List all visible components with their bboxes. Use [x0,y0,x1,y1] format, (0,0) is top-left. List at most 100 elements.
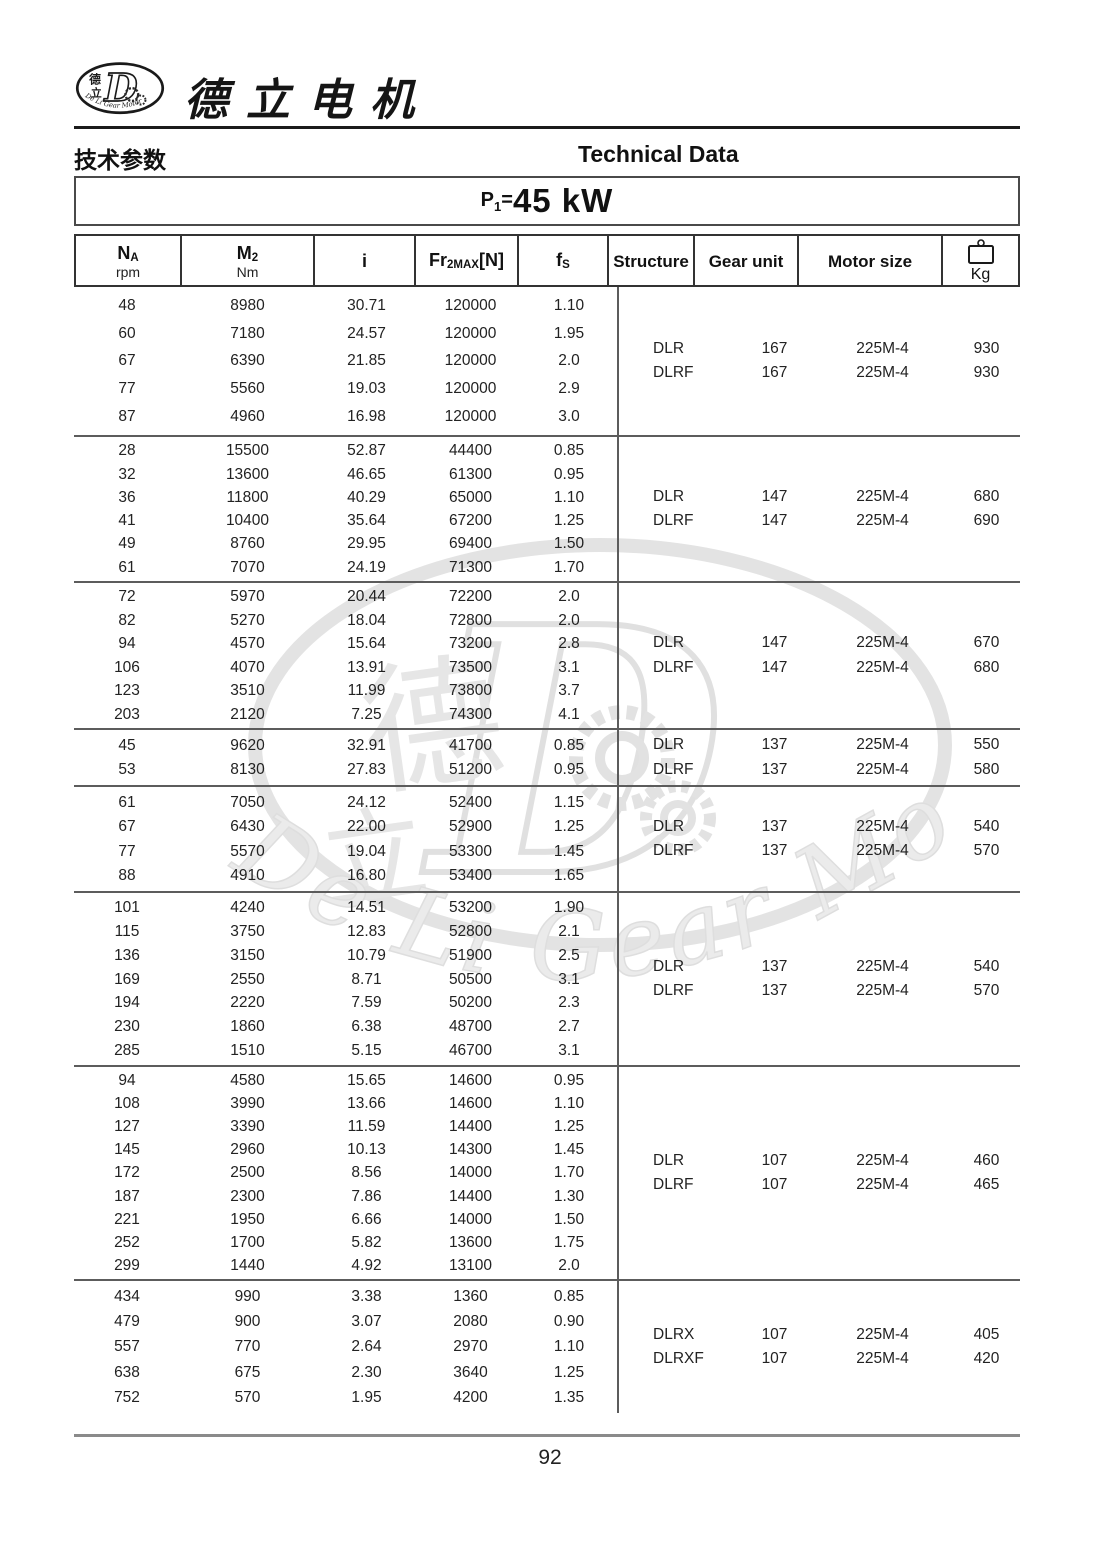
table-row: 252 1700 5.82 13600 1.75 [74,1233,617,1252]
table-cell: 7180 [230,324,265,342]
table-cell: 2970 [453,1338,488,1356]
table-row: 101 4240 14.51 53200 1.90 [74,898,617,917]
table-cell: 2300 [230,1187,265,1205]
table-group: 28 15500 52.87 44400 0.85 32 13600 46.65 61300 0.… [74,437,1020,583]
table-row: 752 570 1.95 4200 1.35 [74,1388,617,1407]
motor-size-cell: 225M-4 [856,817,909,835]
table-row: 479 900 3.07 2080 0.90 [74,1312,617,1331]
table-cell: 5.82 [351,1233,382,1251]
motor-size-cell: 225M-4 [856,512,909,529]
table-cell: 479 [114,1313,140,1331]
table-row: 145 2960 10.13 14300 1.45 [74,1140,617,1159]
table-cell: 1860 [230,1018,265,1036]
table-cell: 40.29 [347,488,386,506]
table-cell: 2.7 [558,1018,580,1036]
table-cell: 106 [114,658,140,676]
section-title-en: Technical Data [578,141,739,167]
table-cell: 675 [234,1363,261,1381]
table-cell: 3.38 [351,1288,382,1306]
kg-cell: 465 [973,1176,1000,1193]
logo-ellipse-icon [75,62,165,115]
table-cell: 7.25 [351,705,382,723]
power-prefix: P1= [480,188,513,214]
table-cell: 5270 [230,611,265,629]
table-cell: 14000 [448,1164,493,1182]
table-cell: 120000 [444,352,497,370]
table-cell: 2.0 [558,1256,580,1274]
header-cell-m2: M2 Nm [182,236,315,285]
table-row: 187 2300 7.86 14400 1.30 [74,1187,617,1206]
table-cell: 2.8 [558,635,580,653]
structure-cell: DLRF [653,842,694,859]
table-cell: 14300 [448,1141,493,1159]
table-cell: 1950 [230,1210,265,1228]
logo-cn-bottom: 立 [91,85,102,99]
table-cell: 19.03 [347,380,386,398]
gear-unit-cell: 147 [761,658,788,676]
logo-letter-d: D [104,66,138,111]
table-row: 32 13600 46.65 61300 0.95 [74,465,617,484]
table-cell: 2.5 [558,946,580,964]
structure-cell: DLRF [653,658,694,676]
table-cell: 4240 [230,898,265,916]
header-cell-fr2max: Fr2MAX[N] [416,236,519,285]
table-cell: 2220 [230,994,265,1012]
table-row: 82 5270 18.04 72800 2.0 [74,611,617,630]
table-cell: 2.0 [558,352,580,370]
table-cell: 2.0 [558,611,580,629]
table-cell: 14000 [448,1210,493,1228]
table-cell: 48 [118,296,136,314]
table-cell: 3390 [230,1118,265,1136]
structure-row: DLRF 137 225M-4 570 [619,979,1018,1003]
gear-unit-cell: 107 [761,1176,788,1193]
table-cell: 16.80 [347,867,386,885]
motor-size-cell: 225M-4 [856,339,909,357]
table-cell: 12.83 [347,922,386,940]
table-cell: 434 [114,1288,140,1306]
table-cell: 49 [118,535,136,553]
table-cell: 3640 [453,1363,488,1381]
motor-size-cell: 225M-4 [856,1176,909,1193]
table-cell: 0.85 [553,1288,585,1306]
table-cell: 638 [114,1363,140,1381]
table-cell: 5.15 [351,1042,382,1060]
structure-row: DLRXF 107 225M-4 420 [619,1347,1018,1371]
header-cell-motor-size: Motor size [799,236,943,285]
table-cell: 19.04 [347,842,386,860]
footer-divider [74,1434,1020,1437]
table-row: 67 6390 21.85 120000 2.0 [74,351,617,370]
table-cell: 1360 [453,1288,488,1306]
table-header: NA rpm M2 Nm i Fr2MAX[N] fS Structure Ge… [74,234,1020,287]
motor-size-cell: 225M-4 [856,364,909,381]
structure-row: DLR 107 225M-4 460 [619,1149,1018,1173]
kg-cell: 570 [973,842,1000,859]
table-cell: 36 [118,488,136,506]
table-cell: 67 [118,818,136,836]
table-cell: 14400 [448,1118,493,1136]
table-group: 434 990 3.38 1360 0.85 479 900 3.07 2080 0.90 557 7… [74,1281,1020,1413]
kg-cell: 550 [973,736,1000,754]
table-cell: 1.95 [351,1388,382,1406]
table-cell: 29.95 [347,535,386,553]
table-cell: 72800 [448,611,493,629]
table-cell: 2.30 [351,1363,382,1381]
table-cell: 120000 [444,380,497,398]
motor-size-cell: 225M-4 [856,760,909,778]
table-cell: 53300 [448,842,493,860]
table-cell: 1.95 [553,324,585,342]
table-cell: 1.75 [553,1233,585,1251]
group-data-rows: 72 5970 20.44 72200 2.0 82 5270 18.04 72800 2.0 94… [74,583,617,728]
gear-unit-cell: 107 [761,1325,788,1343]
table-cell: 752 [114,1388,140,1406]
table-cell: 136 [114,946,140,964]
table-cell: 14400 [448,1187,493,1205]
table-cell: 7050 [230,793,265,811]
structure-row: DLR 137 225M-4 550 [619,733,1018,757]
structure-row: DLRF 147 225M-4 680 [619,656,1018,680]
table-cell: 1510 [230,1042,265,1060]
table-cell: 53200 [448,898,493,916]
table-cell: 3.7 [558,682,580,700]
table-cell: 52900 [448,818,493,836]
table-cell: 35.64 [347,512,386,530]
structure-cell: DLRF [653,982,694,999]
